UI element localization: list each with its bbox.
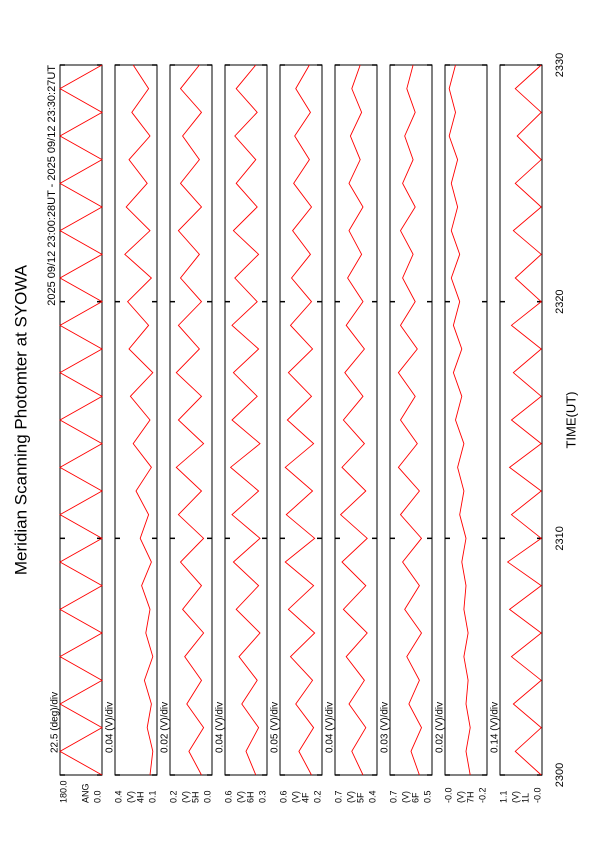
signal-line [229,64,261,776]
chart-subtitle: 2025 09/12 23:00:28UT - 2025 09/12 23:30… [46,65,58,306]
panel-name: 5F [355,792,365,803]
signal-line [59,64,103,776]
panel-frame [114,64,158,776]
y-tick-label: -0.0 [532,787,542,803]
panel-unit: (V) [290,791,300,803]
signal-line [506,64,543,776]
panel-name: 5H [190,791,200,803]
panel-unit: (V) [125,791,135,803]
panel-frame [444,64,488,776]
y-tick-label: 0.2 [168,790,178,803]
panel-scale: 22.5 (deg)/div [50,692,61,753]
panel-scale: 0.04 (V)/div [215,702,226,753]
y-tick-label: 0.3 [257,790,267,803]
panel-scale: 0.14 (V)/div [490,702,501,753]
x-tick-label: 2300 [554,763,566,787]
x-tick-label: 2310 [554,526,566,550]
panel-frame [169,64,213,776]
y-tick-label: 0.0 [92,790,102,803]
signal-line [284,64,316,776]
panel-scale: 0.04 (V)/div [105,702,116,753]
y-tick-label: 0.6 [278,790,288,803]
panel-scale: 0.04 (V)/div [325,702,336,753]
panel-name: 4H [135,791,145,803]
panel-scale: 0.03 (V)/div [380,702,391,753]
signal-line [397,64,423,776]
y-tick-label: 1.1 [498,790,508,803]
panel-frame [389,64,433,776]
y-tick-label: 180.0 [58,780,68,803]
panel-unit: (V) [455,791,465,803]
chart-title: Meridian Scanning Photomter at SYOWA [11,264,30,575]
panel-name: 6F [410,792,420,803]
panel-scale: 0.02 (V)/div [435,702,446,753]
y-tick-label: 0.7 [333,790,343,803]
panel-scale: 0.02 (V)/div [160,702,171,753]
panel-unit: (V) [400,791,410,803]
y-tick-label: -0.0 [443,787,453,803]
y-tick-label: 0.5 [422,790,432,803]
y-tick-label: 0.6 [223,790,233,803]
x-tick-label: 2330 [554,53,566,77]
y-tick-label: 0.1 [147,790,157,803]
panel-name: 7H [465,791,475,803]
panel-name: 1L [520,793,530,803]
panel-unit: (V) [235,791,245,803]
panel-scale: 0.05 (V)/div [270,702,281,753]
panel-unit: (V) [345,791,355,803]
y-tick-label: 0.2 [312,790,322,803]
y-tick-label: -0.2 [477,787,487,803]
signal-line [448,64,471,776]
panel-frame [279,64,323,776]
panel-name: 4F [300,792,310,803]
x-tick-label: 2320 [554,289,566,313]
y-tick-label: 0.4 [367,790,377,803]
signal-line [175,64,205,776]
panel-frame [499,64,543,776]
panel-frame [334,64,378,776]
signal-line [339,64,368,776]
y-tick-label: 0.4 [113,790,123,803]
signal-line [124,64,154,776]
panel-unit: (V) [510,791,520,803]
x-axis-title: TIME(UT) [563,391,578,448]
y-tick-label: 0.0 [202,790,212,803]
panel-frame [224,64,268,776]
panel-unit: (V) [180,791,190,803]
panel-name: 6H [245,791,255,803]
panel-name: ANG [80,783,90,803]
y-tick-label: 0.7 [388,790,398,803]
